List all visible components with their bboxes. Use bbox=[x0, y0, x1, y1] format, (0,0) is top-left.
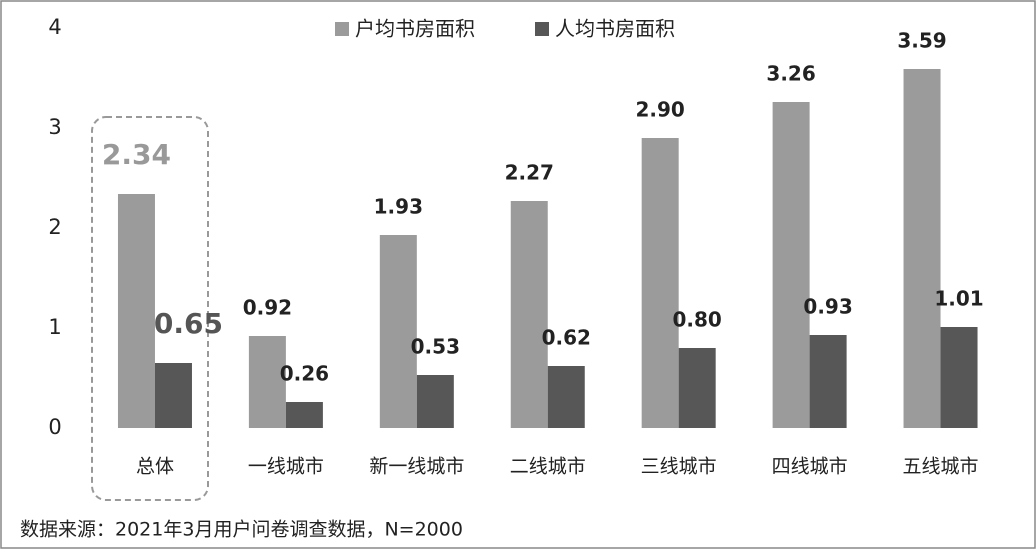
bar bbox=[248, 336, 286, 428]
value-label: 2.27 bbox=[505, 161, 554, 185]
legend-swatch bbox=[335, 22, 349, 36]
value-label: 0.53 bbox=[411, 335, 460, 359]
bar bbox=[641, 138, 679, 428]
legend-label: 人均书房面积 bbox=[555, 17, 675, 41]
bar bbox=[154, 363, 192, 428]
value-label: 0.80 bbox=[672, 308, 721, 332]
value-label: 0.26 bbox=[280, 362, 329, 386]
bar bbox=[117, 194, 155, 428]
y-tick-label: 0 bbox=[48, 415, 61, 439]
bar bbox=[678, 348, 716, 428]
value-label: 0.65 bbox=[154, 307, 223, 340]
bar bbox=[379, 235, 417, 428]
x-tick-label: 总体 bbox=[136, 456, 174, 478]
x-tick-label: 新一线城市 bbox=[369, 456, 464, 478]
highlight-box bbox=[91, 116, 209, 501]
value-label: 3.59 bbox=[897, 29, 946, 53]
value-label: 0.93 bbox=[803, 295, 852, 319]
bar bbox=[510, 201, 548, 428]
value-label: 3.26 bbox=[766, 62, 815, 86]
value-label: 0.92 bbox=[243, 296, 292, 320]
x-tick-label: 二线城市 bbox=[510, 456, 586, 478]
bar bbox=[416, 375, 454, 428]
bar bbox=[809, 335, 847, 428]
bar bbox=[772, 102, 810, 428]
y-tick-label: 1 bbox=[48, 315, 61, 339]
bar bbox=[547, 366, 585, 428]
source-note: 数据来源：2021年3月用户问卷调查数据，N=2000 bbox=[20, 519, 463, 541]
value-label: 0.62 bbox=[542, 326, 591, 350]
value-label: 1.93 bbox=[374, 195, 423, 219]
x-tick-label: 五线城市 bbox=[903, 456, 979, 478]
y-tick-label: 3 bbox=[48, 115, 61, 139]
x-tick-label: 一线城市 bbox=[248, 456, 324, 478]
legend-label: 户均书房面积 bbox=[355, 17, 475, 41]
y-tick-label: 2 bbox=[48, 215, 61, 239]
x-tick-label: 四线城市 bbox=[772, 456, 848, 478]
value-label: 2.90 bbox=[635, 98, 684, 122]
value-label: 2.34 bbox=[102, 138, 171, 171]
y-tick-label: 4 bbox=[48, 15, 61, 39]
bar bbox=[285, 402, 323, 428]
legend-swatch bbox=[535, 22, 549, 36]
bar bbox=[940, 327, 978, 428]
x-tick-label: 三线城市 bbox=[641, 456, 717, 478]
bar bbox=[903, 69, 941, 428]
value-label: 1.01 bbox=[934, 287, 983, 311]
